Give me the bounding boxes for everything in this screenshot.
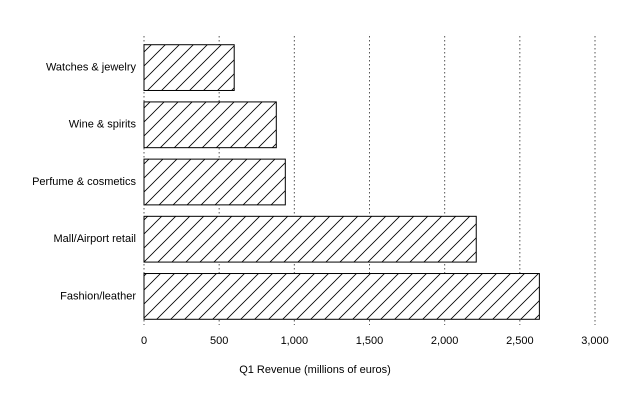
x-tick-label: 3,000	[581, 335, 609, 347]
x-axis-label: Q1 Revenue (millions of euros)	[239, 364, 391, 376]
bar	[143, 273, 540, 320]
x-tick-label: 2,500	[506, 335, 534, 347]
y-tick-label: Watches & jewelry	[46, 62, 137, 74]
y-tick-label: Mall/Airport retail	[53, 233, 136, 245]
x-tick-label: 1,500	[356, 335, 384, 347]
y-tick-label: Fashion/leather	[60, 290, 136, 302]
bar	[143, 101, 277, 149]
bar	[143, 44, 235, 91]
x-tick-label: 0	[141, 335, 147, 347]
y-tick-label: Wine & spirits	[69, 119, 137, 131]
x-tick-label: 500	[210, 335, 228, 347]
x-tick-label: 1,000	[281, 335, 309, 347]
bar	[143, 215, 477, 263]
bar	[143, 158, 286, 206]
x-tick-label: 2,000	[431, 335, 459, 347]
y-tick-label: Perfume & cosmetics	[32, 176, 136, 188]
